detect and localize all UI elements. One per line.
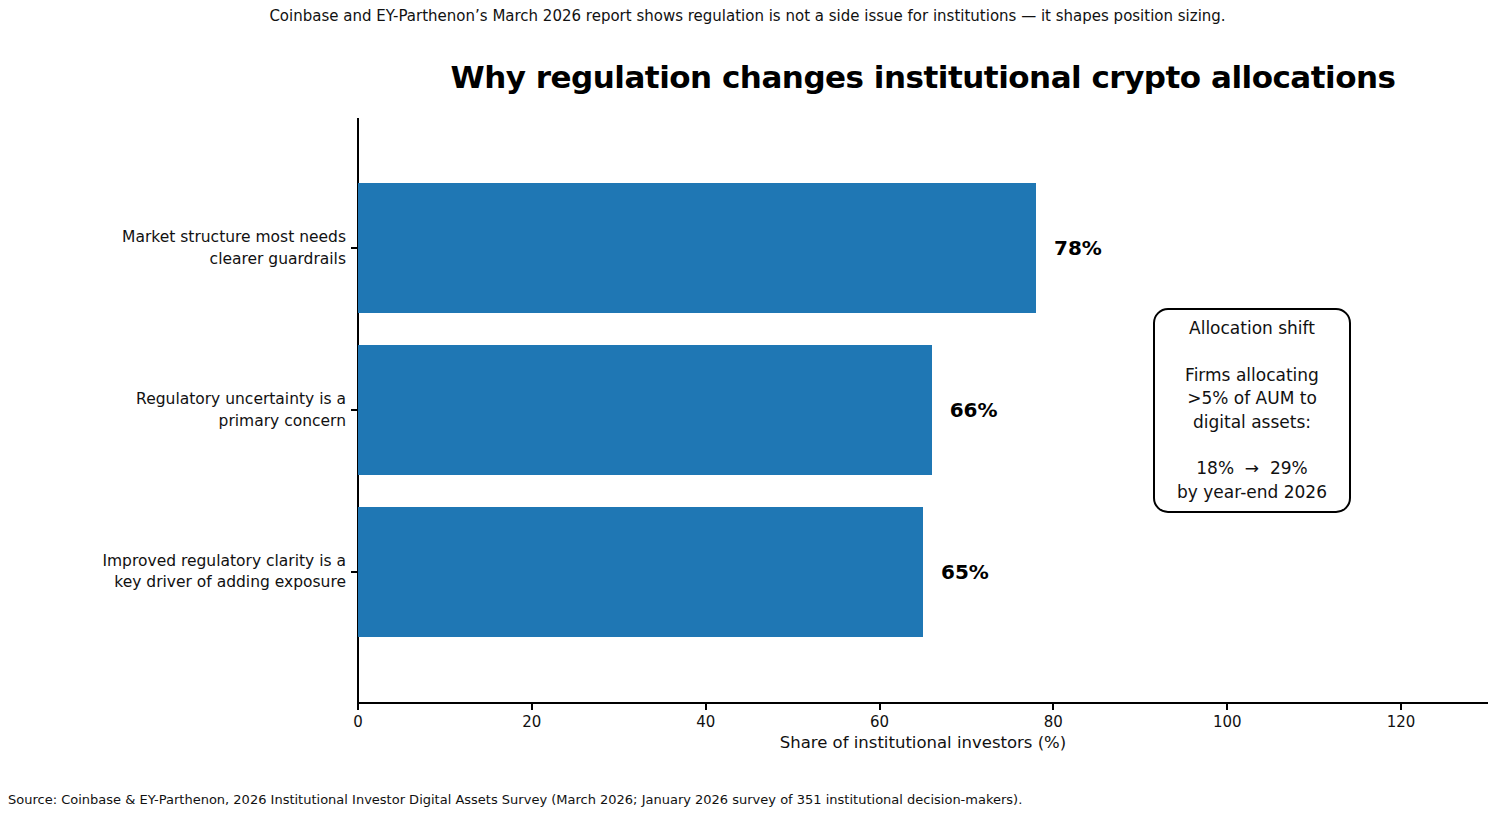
annotation-title: Allocation shift	[1155, 317, 1349, 341]
x-tick	[357, 704, 359, 710]
x-tick	[879, 704, 881, 710]
x-tick	[705, 704, 707, 710]
bar	[358, 345, 932, 475]
x-tick	[1052, 704, 1054, 710]
x-tick	[1226, 704, 1228, 710]
x-tick-label: 20	[522, 713, 541, 731]
x-tick-label: 0	[353, 713, 363, 731]
figure-subtitle-note: Coinbase and EY-Parthenon’s March 2026 r…	[0, 7, 1495, 25]
x-axis-title: Share of institutional investors (%)	[358, 733, 1488, 752]
value-label: 78%	[1054, 236, 1102, 260]
x-tick-label: 80	[1044, 713, 1063, 731]
x-tick	[1400, 704, 1402, 710]
bar	[358, 507, 923, 637]
y-tick	[351, 571, 358, 573]
annotation-box: Allocation shift Firms allocating >5% of…	[1153, 308, 1351, 513]
y-tick	[351, 247, 358, 249]
annotation-spacer	[1155, 434, 1349, 457]
annotation-line: Firms allocating	[1155, 364, 1349, 388]
bar-chart-figure: Coinbase and EY-Parthenon’s March 2026 r…	[0, 0, 1495, 818]
y-tick	[351, 409, 358, 411]
annotation-spacer	[1155, 341, 1349, 364]
x-tick-label: 100	[1213, 713, 1242, 731]
x-tick-label: 60	[870, 713, 889, 731]
annotation-shift-values: 18% → 29%	[1155, 457, 1349, 481]
value-label: 65%	[941, 560, 989, 584]
x-tick	[531, 704, 533, 710]
category-label: Regulatory uncertainty is a primary conc…	[0, 389, 346, 432]
x-tick-label: 120	[1387, 713, 1416, 731]
annotation-line: digital assets:	[1155, 411, 1349, 435]
value-label: 66%	[950, 398, 998, 422]
x-tick-label: 40	[696, 713, 715, 731]
category-label: Improved regulatory clarity is a key dri…	[0, 550, 346, 593]
bar	[358, 183, 1036, 313]
annotation-shift-caption: by year-end 2026	[1155, 481, 1349, 505]
category-label: Market structure most needs clearer guar…	[0, 227, 346, 270]
chart-title: Why regulation changes institutional cry…	[358, 59, 1488, 95]
annotation-line: >5% of AUM to	[1155, 387, 1349, 411]
x-axis-line	[357, 702, 1488, 704]
source-note: Source: Coinbase & EY-Parthenon, 2026 In…	[8, 792, 1022, 807]
